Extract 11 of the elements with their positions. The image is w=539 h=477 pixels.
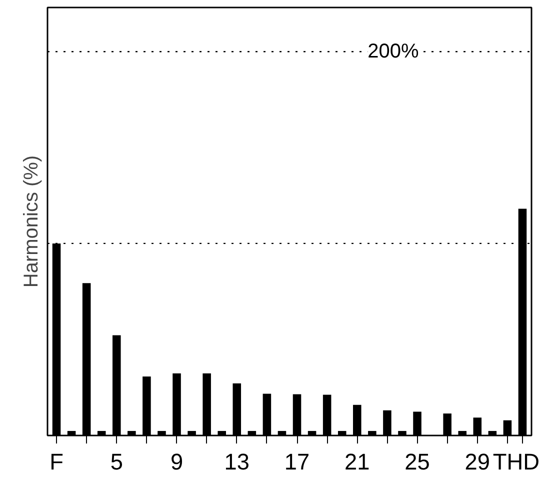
x-tick-label: 5	[110, 448, 123, 474]
x-tick-label: 29	[464, 448, 490, 474]
text: 200%	[368, 40, 420, 63]
x-tick-label: 13	[224, 448, 250, 474]
x-tick-label: 25	[404, 448, 430, 474]
x-tick-label: F	[50, 448, 64, 474]
x-tick-label: 17	[284, 448, 310, 474]
x-tick-label: 21	[344, 448, 370, 474]
x-tick-label: 9	[170, 448, 184, 474]
y-axis-title: Harmonics (%)	[20, 155, 42, 288]
x-tick-label: THD	[492, 448, 539, 474]
